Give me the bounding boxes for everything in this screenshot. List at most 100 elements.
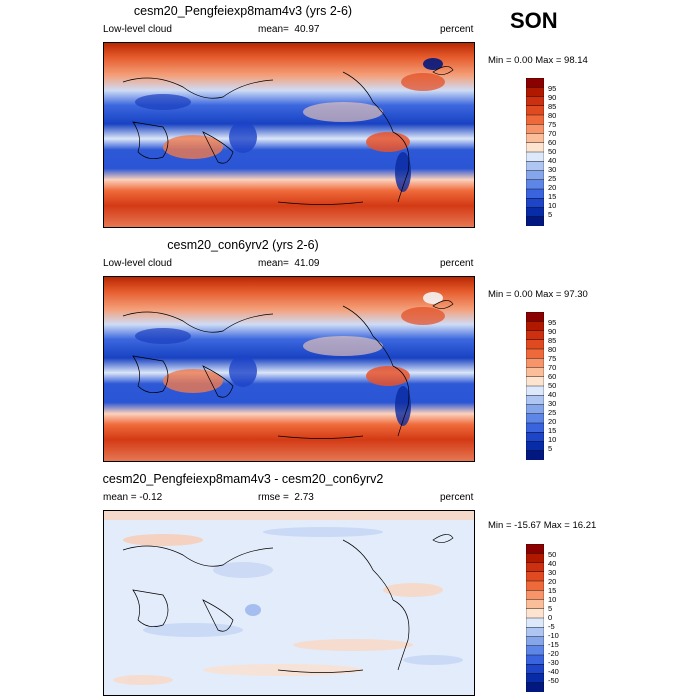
panel3-cb-label: -40 (548, 667, 559, 676)
panel3-colorbar-swatch (526, 682, 544, 692)
panel2-colorbar-swatch (526, 441, 544, 452)
panel2-colorbar-swatch (526, 395, 544, 405)
panel3-cb-label: -20 (548, 649, 559, 658)
panel2-units: percent (440, 258, 474, 269)
panel3-colorbar (526, 544, 544, 692)
panel1-cb-label: 90 (548, 93, 557, 102)
panel1-colorbar-swatch (526, 170, 544, 181)
panel1-cb-label: 70 (548, 129, 557, 138)
panel2-map (103, 276, 475, 462)
panel3-cb-label: -5 (548, 622, 555, 631)
panel3-cb-label: -50 (548, 676, 559, 685)
panel3-colorbar-swatch (526, 571, 544, 582)
panel3-cb-label: 0 (548, 613, 553, 622)
panel3-cb-label: 50 (548, 550, 557, 559)
panel3-colorbar-swatch (526, 664, 544, 674)
panel3-minmax: Min = -15.67 Max = 16.21 (488, 520, 597, 531)
season-label: SON (510, 8, 558, 33)
panel1-cb-label: 15 (548, 192, 557, 201)
panel2-colorbar-swatch (526, 385, 544, 396)
panel1-colorbar-swatch (526, 96, 544, 107)
panel3-cb-label: -15 (548, 640, 559, 649)
panel1-colorbar (526, 78, 544, 226)
panel1-cb-label: 5 (548, 210, 553, 219)
panel1-colorbar-swatch (526, 216, 544, 226)
panel1-cb-label: 60 (548, 138, 557, 147)
panel3-rmse-value: 2.73 (294, 492, 314, 503)
panel1-cb-label: 95 (548, 84, 557, 93)
panel2-cb-label: 85 (548, 336, 557, 345)
panel3-colorbar-swatch (526, 544, 544, 554)
panel2-cb-label: 60 (548, 372, 557, 381)
panel3-colorbar-swatch (526, 562, 544, 573)
panel2-colorbar-swatch (526, 348, 544, 359)
panel2-cb-label: 50 (548, 381, 557, 390)
panel2-colorbar (526, 312, 544, 460)
panel3-cb-label: -30 (548, 658, 559, 667)
panel1-mean-readout: mean= 40.97 (258, 24, 319, 35)
panel1-colorbar-swatch (526, 151, 544, 162)
panel3-rmse-label: rmse = (258, 492, 289, 503)
panel3-colorbar-swatch (526, 608, 544, 619)
panel1-colorbar-swatch (526, 188, 544, 199)
panel3-cb-label: 20 (548, 577, 557, 586)
panel2-colorbar-swatch (526, 404, 544, 415)
panel1-colorbar-swatch (526, 87, 544, 97)
panel2-colorbar-swatch (526, 367, 544, 378)
panel2-colorbar-swatch (526, 450, 544, 460)
panel1-cb-label: 50 (548, 147, 557, 156)
panel2-cb-label: 40 (548, 390, 557, 399)
panel2-cb-label: 20 (548, 417, 557, 426)
panel2-colorbar-swatch (526, 312, 544, 322)
panel2-colorbar-swatch (526, 330, 544, 341)
panel1-mean-value: 40.97 (294, 24, 320, 35)
panel3-cb-label: -10 (548, 631, 559, 640)
panel3-colorbar-swatch (526, 553, 544, 563)
panel2-cb-label: 5 (548, 444, 553, 453)
panel3-map (103, 510, 475, 696)
panel3-colorbar-swatch (526, 654, 544, 665)
panel3-title: cesm20_Pengfeiexp8mam4v3 - cesm20_con6yr… (102, 472, 384, 486)
panel2-mean-readout: mean= 41.09 (258, 258, 319, 269)
panel3-colorbar-swatch (526, 673, 544, 684)
panel2-cb-label: 10 (548, 435, 557, 444)
panel1-minmax: Min = 0.00 Max = 98.14 (488, 55, 588, 66)
panel2-minmax: Min = 0.00 Max = 97.30 (488, 289, 588, 300)
panel3-units: percent (440, 492, 474, 503)
panel2-cb-label: 70 (548, 363, 557, 372)
panel3-cb-label: 40 (548, 559, 557, 568)
panel1-cb-label: 75 (548, 120, 557, 129)
panel2-colorbar-swatch (526, 321, 544, 331)
panel1-colorbar-swatch (526, 133, 544, 144)
panel1-colorbar-swatch (526, 161, 544, 171)
panel1-colorbar-swatch (526, 179, 544, 190)
panel1-cb-label: 30 (548, 165, 557, 174)
panel2-colorbar-swatch (526, 376, 544, 387)
panel2-cb-label: 25 (548, 408, 557, 417)
panel3-colorbar-swatch (526, 645, 544, 656)
panel1-title: cesm20_Pengfeiexp8mam4v3 (yrs 2-6) (133, 4, 353, 18)
panel1-colorbar-swatch (526, 105, 544, 116)
panel1-cb-label: 85 (548, 102, 557, 111)
panel2-colorbar-swatch (526, 339, 544, 350)
panel1-mean-label: mean= (258, 24, 289, 35)
panel2-colorbar-swatch (526, 432, 544, 442)
panel2-title: cesm20_con6yrv2 (yrs 2-6) (167, 238, 319, 252)
panel1-units: percent (440, 24, 474, 35)
panel2-cb-label: 95 (548, 318, 557, 327)
panel3-colorbar-swatch (526, 599, 544, 610)
panel1-cb-label: 25 (548, 174, 557, 183)
panel2-colorbar-swatch (526, 358, 544, 368)
panel3-cb-label: 5 (548, 604, 553, 613)
panel1-colorbar-swatch (526, 78, 544, 88)
panel2-colorbar-swatch (526, 413, 544, 424)
panel1-variable-label: Low-level cloud (103, 24, 172, 35)
panel3-colorbar-swatch (526, 627, 544, 637)
panel2-variable-label: Low-level cloud (103, 258, 172, 269)
panel1-colorbar-swatch (526, 207, 544, 218)
panel3-cb-label: 15 (548, 586, 557, 595)
panel2-mean-value: 41.09 (294, 258, 320, 269)
panel1-colorbar-swatch (526, 114, 544, 125)
panel1-colorbar-swatch (526, 198, 544, 208)
panel3-colorbar-swatch (526, 636, 544, 647)
